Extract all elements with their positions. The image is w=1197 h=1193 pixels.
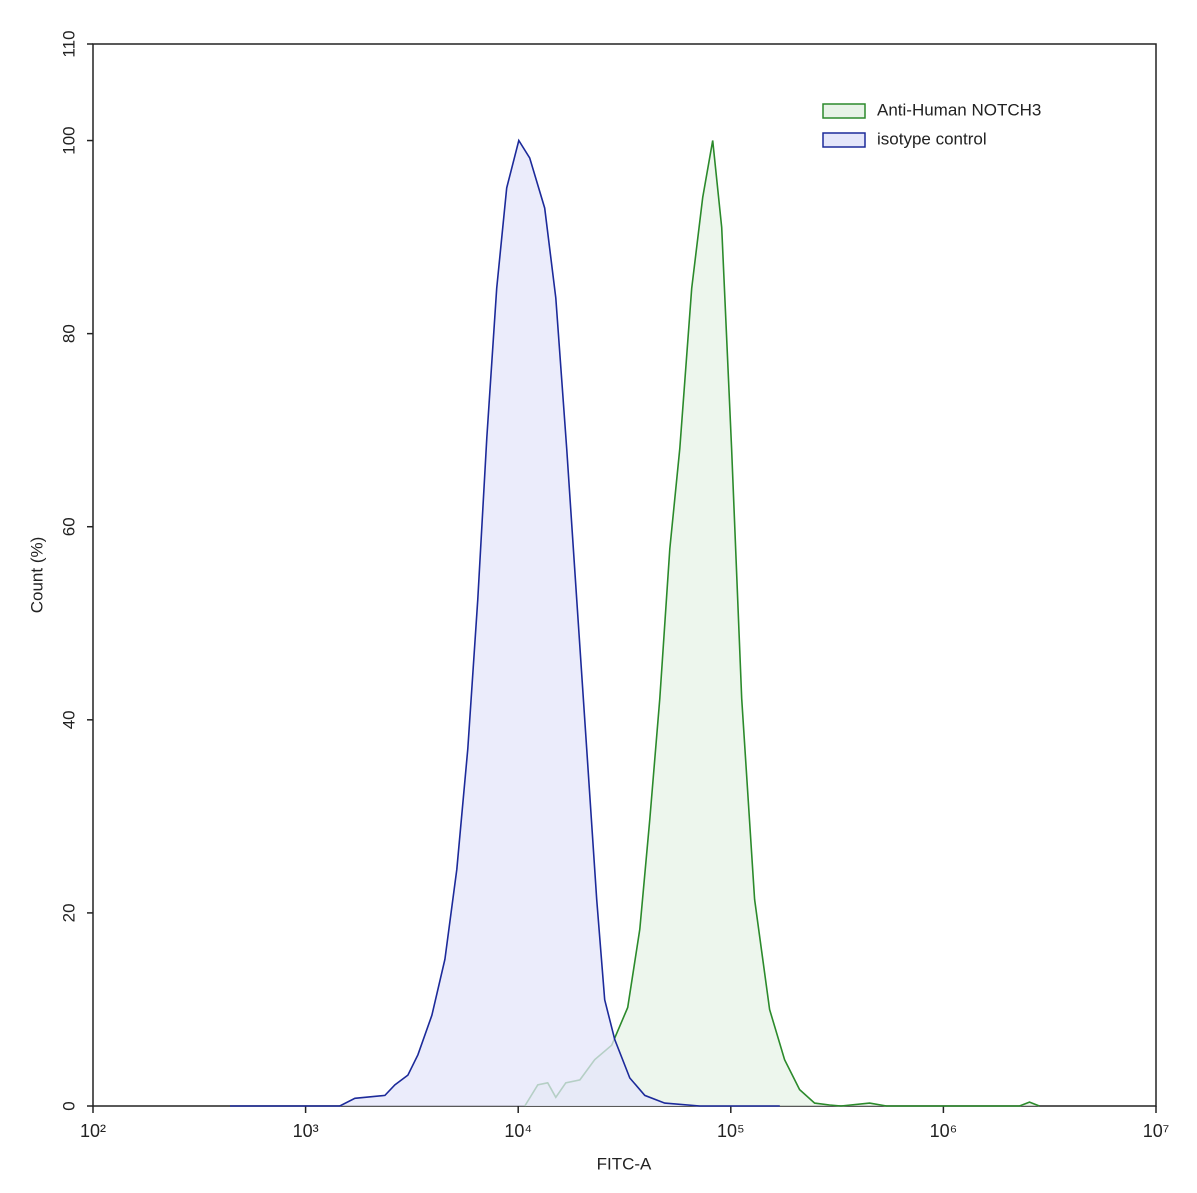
x-tick-label: 10⁵	[717, 1121, 744, 1141]
plot-frame	[92, 43, 1157, 1107]
x-axis-label: FITC-A	[597, 1154, 652, 1173]
y-tick-label: 0	[59, 1101, 78, 1110]
legend-swatch	[822, 132, 866, 148]
x-tick-label: 10⁶	[930, 1121, 957, 1141]
y-tick-label: 40	[59, 710, 78, 729]
area	[230, 140, 780, 1106]
y-tick-label: 100	[59, 126, 78, 154]
area	[524, 140, 1040, 1106]
legend-label: isotype control	[877, 129, 987, 148]
y-tick-label: 60	[59, 517, 78, 536]
x-tick-label: 10⁷	[1143, 1121, 1170, 1141]
x-tick-label: 10²	[80, 1121, 106, 1141]
legend-label: Anti-Human NOTCH3	[877, 100, 1041, 119]
y-tick-label: 110	[59, 30, 78, 57]
y-tick-label: 80	[59, 324, 78, 343]
y-axis-label: Count (%)	[27, 537, 46, 614]
x-tick-label: 10³	[293, 1121, 319, 1141]
line	[230, 138, 780, 1107]
legend-swatch	[822, 103, 866, 119]
y-tick-label: 20	[59, 903, 78, 922]
x-tick-label: 10⁴	[504, 1121, 532, 1141]
